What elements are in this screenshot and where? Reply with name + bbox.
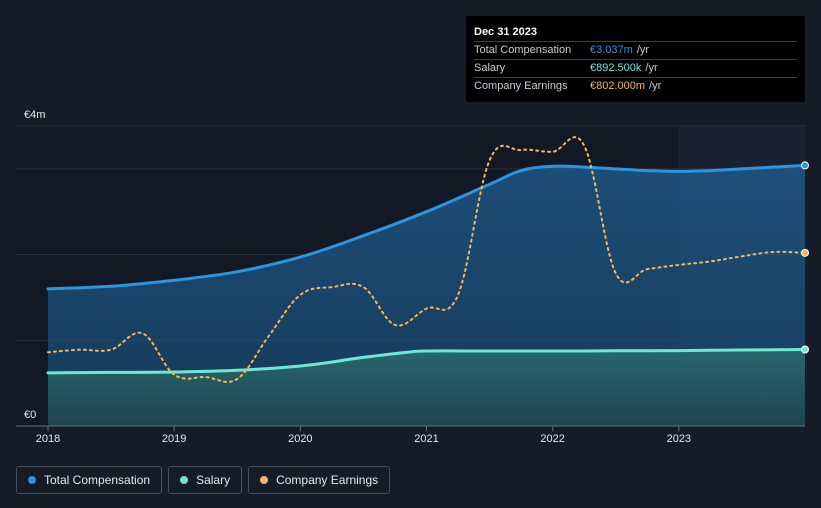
y-tick-label: €4m	[24, 109, 45, 121]
tooltip-row-total: Total Compensation €3.037m /yr	[474, 41, 797, 59]
tooltip-value: €892.500k	[590, 62, 642, 74]
y-axis-labels: €4m €0	[24, 109, 45, 421]
tooltip-value: €3.037m	[590, 44, 633, 56]
legend-label: Company Earnings	[276, 473, 379, 487]
total-compensation-dot-icon	[28, 476, 36, 484]
salary-area	[48, 349, 805, 426]
tooltip-value: €802.000m	[590, 80, 646, 92]
legend-label: Salary	[196, 473, 231, 487]
tooltip-unit: /yr	[645, 62, 658, 74]
tooltip-unit: /yr	[649, 80, 662, 92]
x-tick-label: 2021	[414, 433, 438, 445]
salary-line	[46, 348, 807, 375]
tooltip-row-earnings: Company Earnings €802.000m /yr	[474, 77, 797, 95]
tooltip-label: Total Compensation	[474, 44, 572, 56]
x-tick-label: 2023	[667, 433, 691, 445]
x-axis-ticks: 2018 2019 2020 2021 2022 2023	[36, 426, 691, 445]
legend: Total Compensation Salary Company Earnin…	[16, 466, 391, 494]
series-end-markers	[801, 161, 809, 354]
salary-dot-icon	[180, 476, 189, 484]
company-earnings-dot-icon	[260, 476, 269, 484]
x-tick-label: 2022	[540, 433, 564, 445]
legend-item-company-earnings[interactable]: Company Earnings	[248, 466, 391, 494]
tooltip-row-salary: Salary €892.500k /yr	[474, 59, 797, 77]
y-tick-label: €0	[24, 409, 36, 421]
company-earnings-line	[47, 136, 806, 383]
legend-item-salary[interactable]: Salary	[168, 466, 243, 494]
tooltip-label: Salary	[474, 62, 506, 74]
tooltip-label: Company Earnings	[474, 80, 568, 92]
tooltip-date: Dec 31 2023	[474, 26, 537, 38]
x-tick-label: 2019	[162, 433, 186, 445]
legend-item-total-compensation[interactable]: Total Compensation	[16, 466, 163, 494]
total-compensation-end-marker	[801, 161, 809, 170]
tooltip: Dec 31 2023 Total Compensation €3.037m /…	[466, 16, 805, 102]
tooltip-unit: /yr	[636, 44, 650, 56]
company-earnings-end-marker	[801, 248, 809, 257]
x-tick-label: 2018	[36, 433, 60, 445]
total-compensation-line	[46, 163, 807, 291]
x-tick-label: 2020	[288, 433, 312, 445]
legend-label: Total Compensation	[44, 473, 151, 487]
salary-end-marker	[801, 345, 809, 354]
